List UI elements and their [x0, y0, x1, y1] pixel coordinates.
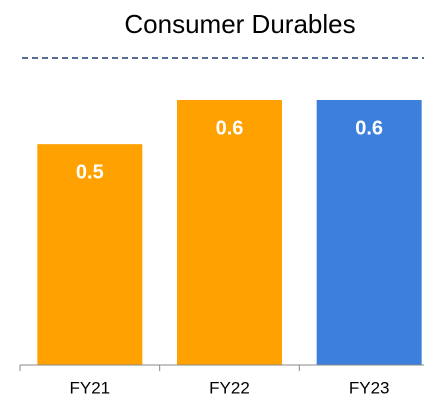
chart-title: Consumer Durables: [124, 9, 355, 39]
value-label: 0.6: [216, 117, 244, 139]
bar: [316, 100, 422, 365]
value-label: 0.5: [76, 161, 104, 183]
x-tick-label: FY22: [209, 378, 250, 397]
x-tick-label: FY21: [70, 378, 111, 397]
x-tick-label: FY23: [349, 378, 390, 397]
bar: [177, 100, 282, 365]
bar: [37, 144, 143, 365]
value-label: 0.6: [355, 117, 383, 139]
